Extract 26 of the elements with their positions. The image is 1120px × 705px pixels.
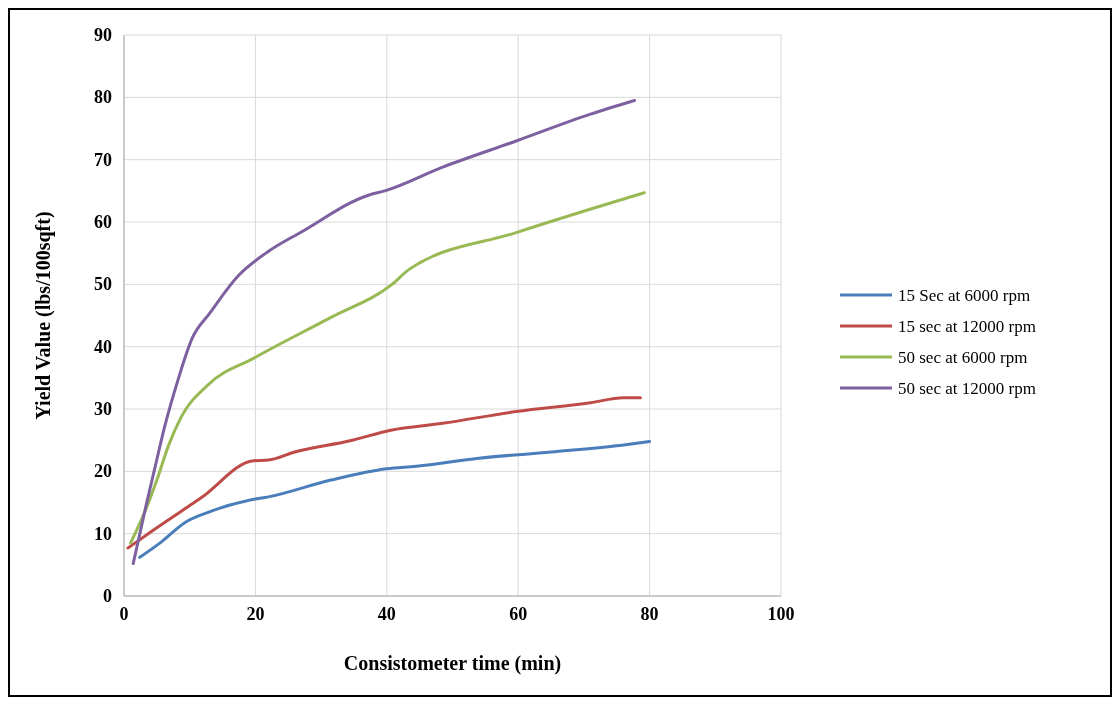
y-tick-label: 50 (94, 274, 112, 295)
legend-label: 50 sec at 12000 rpm (898, 379, 1036, 398)
y-axis-title: Yield Value (lbs/100sqft) (32, 211, 55, 420)
x-tick-label: 40 (377, 604, 396, 624)
x-axis-title: Consistometer time (min) (343, 652, 562, 675)
line-series (131, 98, 636, 566)
legend-label: 50 sec at 6000 rpm (898, 348, 1028, 367)
y-tick-label: 80 (94, 87, 112, 108)
y-tick-label: 90 (94, 25, 112, 45)
y-tick-label: 20 (94, 461, 112, 482)
line-series (138, 439, 652, 559)
legend-label: 15 sec at 12000 rpm (898, 317, 1036, 336)
x-tick-label: 100 (767, 604, 795, 624)
legend-label: 15 Sec at 6000 rpm (898, 286, 1031, 305)
x-tick-label: 0 (119, 604, 129, 624)
x-tick-label: 60 (509, 604, 528, 624)
x-tick-label: 20 (246, 604, 265, 624)
line-series (129, 191, 646, 545)
y-tick-label: 10 (94, 523, 112, 544)
y-tick-label: 40 (94, 336, 112, 357)
y-tick-label: 60 (94, 212, 112, 232)
y-tick-label: 30 (94, 399, 112, 419)
y-tick-label: 70 (94, 149, 112, 170)
y-tick-label: 0 (103, 586, 112, 606)
x-tick-label: 80 (640, 604, 659, 624)
line-series (126, 396, 642, 550)
